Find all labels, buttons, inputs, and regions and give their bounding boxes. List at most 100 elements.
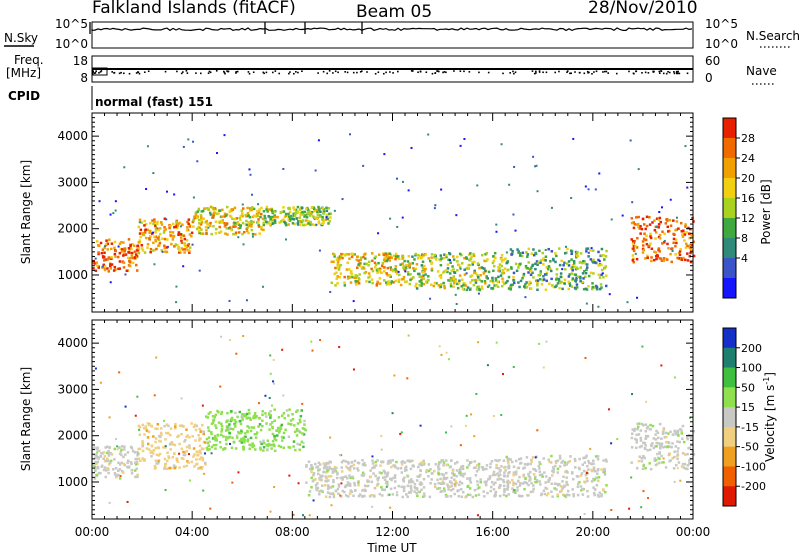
range-gate-cell — [581, 463, 585, 466]
range-gate-cell — [688, 254, 692, 258]
nave-dot — [138, 72, 141, 75]
range-gate-cell — [475, 470, 479, 473]
range-gate-cell — [575, 276, 578, 280]
range-gate-cell — [635, 257, 639, 261]
range-gate-cell — [592, 462, 595, 465]
range-gate-cell — [203, 472, 206, 475]
range-gate-cell — [593, 286, 597, 289]
range-gate-cell — [134, 463, 138, 466]
range-gate-cell — [485, 251, 489, 255]
range-gate-cell — [186, 434, 189, 437]
range-gate-cell — [171, 443, 175, 446]
range-gate-cell — [188, 479, 191, 482]
range-gate-cell — [149, 247, 153, 251]
range-gate-cell — [466, 459, 469, 462]
range-gate-cell — [587, 188, 590, 191]
range-gate-cell — [689, 436, 693, 440]
range-gate-cell — [338, 276, 341, 279]
range-gate-cell — [573, 466, 577, 469]
range-gate-cell — [455, 214, 458, 217]
range-gate-cell — [427, 257, 431, 260]
range-gate-cell — [360, 474, 364, 477]
range-gate-cell — [470, 255, 473, 258]
range-gate-cell — [190, 422, 193, 425]
range-gate-cell — [215, 437, 218, 440]
range-gate-cell — [305, 481, 308, 484]
range-gate-cell — [529, 273, 533, 277]
range-gate-cell — [154, 446, 158, 450]
range-gate-cell — [318, 478, 321, 481]
range-gate-cell — [296, 205, 300, 209]
range-gate-cell — [292, 445, 295, 448]
range-gate-cell — [116, 445, 119, 448]
x-axis-ticks: 00:00 04:00 08:00 12:00 16:00 20:00 00:00 — [75, 525, 711, 539]
range-gate-cell — [519, 481, 522, 485]
range-gate-cell — [284, 212, 288, 216]
range-gate-cell — [353, 459, 357, 463]
range-gate-cell — [371, 259, 374, 263]
range-gate-cell — [178, 452, 181, 455]
range-gate-cell — [346, 277, 350, 280]
range-gate-cell — [245, 227, 249, 231]
range-gate-cell — [269, 217, 273, 221]
range-gate-cell — [341, 478, 344, 481]
range-gate-cell — [530, 460, 534, 463]
range-gate-cell — [503, 466, 506, 469]
range-gate-cell — [317, 220, 321, 223]
range-gate-cell — [343, 254, 347, 257]
range-gate-cell — [473, 278, 477, 282]
nave-dot — [297, 71, 299, 74]
range-gate-cell — [490, 287, 493, 290]
range-gate-cell — [185, 428, 188, 431]
range-gate-cell — [324, 475, 327, 478]
range-gate-cell — [272, 443, 276, 446]
range-gate-cell — [448, 272, 452, 275]
range-gate-cell — [456, 269, 459, 272]
range-gate-cell — [645, 426, 649, 430]
range-gate-cell — [206, 222, 210, 226]
range-gate-cell — [186, 460, 189, 463]
range-gate-cell — [648, 448, 652, 452]
colorbar-tick-label: 200 — [741, 342, 762, 355]
range-gate-cell — [233, 217, 237, 221]
range-gate-cell — [112, 212, 115, 215]
range-gate-cell — [641, 251, 645, 254]
range-gate-cell — [374, 464, 378, 467]
range-gate-cell — [99, 241, 103, 245]
range-gate-cell — [393, 476, 397, 479]
range-gate-cell — [510, 267, 513, 270]
range-gate-cell — [260, 228, 263, 231]
range-gate-cell — [295, 429, 299, 432]
range-gate-cell — [146, 442, 150, 446]
nave-dot — [326, 72, 329, 75]
nave-dot — [487, 71, 490, 74]
range-gate-cell — [282, 206, 285, 209]
range-gate-cell — [521, 254, 524, 258]
range-gate-cell — [508, 183, 511, 186]
range-gate-cell — [491, 279, 494, 282]
range-gate-cell — [246, 425, 249, 428]
range-gate-cell — [437, 482, 440, 485]
range-gate-cell — [162, 231, 166, 234]
range-gate-cell — [479, 273, 482, 277]
range-gate-cell — [417, 490, 420, 494]
range-gate-cell — [221, 208, 224, 212]
range-gate-cell — [325, 476, 328, 480]
range-gate-cell — [446, 485, 450, 488]
range-gate-cell — [252, 207, 256, 211]
x-axis-label: Time UT — [366, 541, 417, 554]
range-gate-cell — [551, 474, 554, 477]
range-gate-cell — [454, 293, 457, 296]
range-gate-cell — [376, 482, 380, 486]
range-gate-cell — [137, 251, 140, 254]
range-gate-cell — [592, 479, 595, 482]
nave-dot — [512, 70, 514, 73]
range-gate-cell — [477, 292, 480, 295]
range-gate-cell — [242, 243, 245, 246]
range-gate-cell — [453, 473, 456, 476]
range-gate-cell — [157, 454, 160, 457]
range-gate-cell — [224, 214, 228, 217]
range-gate-cell — [242, 447, 245, 450]
range-gate-cell — [168, 466, 172, 470]
range-gate-cell — [642, 490, 645, 493]
